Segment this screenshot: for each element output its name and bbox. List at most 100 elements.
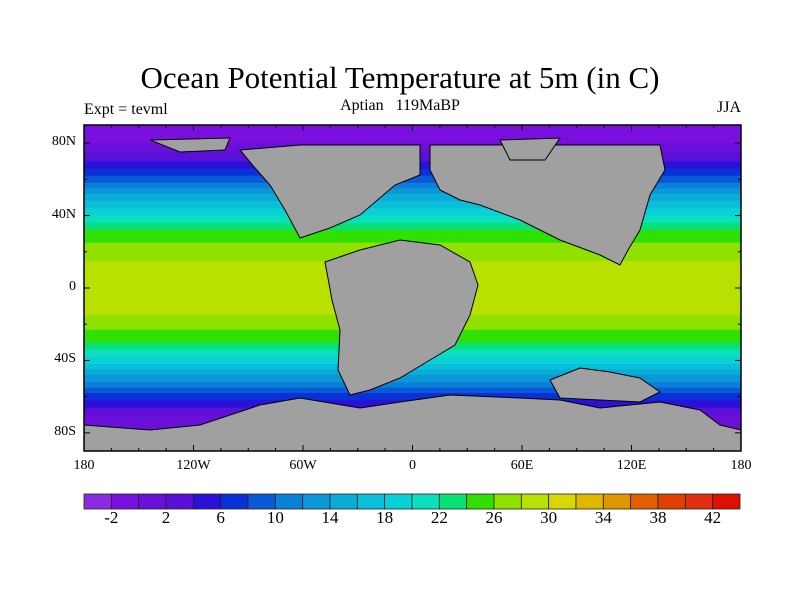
y-tick-label: 0 bbox=[69, 279, 76, 294]
temperature-band bbox=[84, 197, 741, 200]
land-arctic-island bbox=[499, 137, 561, 161]
season-label: JJA bbox=[716, 99, 741, 116]
colorbar-label: 30 bbox=[540, 508, 558, 527]
temperature-band bbox=[84, 376, 741, 380]
colorbar-box bbox=[438, 493, 468, 510]
colorbar-box bbox=[575, 493, 604, 510]
colorbar-label: 42 bbox=[704, 508, 722, 527]
colorbar-label: 2 bbox=[161, 508, 171, 527]
land-india-australia bbox=[549, 367, 661, 403]
temperature-band bbox=[84, 380, 741, 383]
land-antarctica bbox=[84, 394, 741, 451]
colorbar-box bbox=[520, 493, 550, 510]
colorbar-box bbox=[411, 493, 440, 510]
temperature-band bbox=[84, 132, 741, 135]
y-tick-label: 80N bbox=[51, 134, 76, 150]
chart-subtitle: Aptian 119MaBP bbox=[340, 97, 460, 114]
colorbar-box bbox=[220, 493, 249, 510]
temperature-band bbox=[84, 186, 741, 189]
temperature-band bbox=[84, 199, 741, 202]
colorbar-box bbox=[466, 493, 495, 510]
temperature-band bbox=[84, 385, 741, 389]
colorbar-box bbox=[493, 493, 522, 510]
temperature-band bbox=[84, 237, 741, 240]
land-eurasia bbox=[429, 144, 666, 266]
temperature-band bbox=[84, 134, 741, 137]
colorbar-box bbox=[274, 493, 304, 510]
temperature-band bbox=[84, 188, 741, 191]
colorbar-box bbox=[384, 493, 413, 510]
temperature-band bbox=[84, 391, 741, 394]
temperature-band bbox=[84, 143, 741, 146]
temperature-band bbox=[84, 226, 741, 229]
temperature-band bbox=[84, 219, 741, 222]
colorbar-label: 34 bbox=[594, 508, 612, 527]
y-tick-label: 80S bbox=[54, 423, 76, 439]
x-tick-label: 120W bbox=[176, 458, 211, 473]
temperature-band bbox=[84, 215, 741, 218]
x-tick-label: 180 bbox=[730, 458, 752, 473]
temperature-band bbox=[84, 387, 741, 391]
temperature-band bbox=[84, 201, 741, 204]
temperature-band bbox=[84, 383, 741, 387]
colorbar-box bbox=[657, 493, 686, 510]
colorbar-box bbox=[110, 493, 140, 510]
temperature-band bbox=[84, 182, 741, 186]
temperature-band bbox=[84, 195, 741, 199]
y-tick-label: 40S bbox=[54, 351, 76, 367]
temperature-band bbox=[84, 179, 741, 182]
colorbar-label: 14 bbox=[321, 508, 339, 527]
x-tick-label: 0 bbox=[409, 458, 416, 473]
colorbar-label: 10 bbox=[266, 508, 284, 527]
colorbar-label: 18 bbox=[376, 508, 394, 527]
x-tick-label: 120E bbox=[616, 458, 647, 473]
land-greenland bbox=[149, 137, 231, 153]
temperature-band bbox=[84, 141, 741, 144]
temperature-band bbox=[84, 230, 741, 233]
land-south-america-africa bbox=[324, 239, 479, 396]
temperature-band bbox=[84, 181, 741, 184]
temperature-band bbox=[84, 394, 741, 398]
colorbar-label: 6 bbox=[216, 508, 225, 527]
temperature-band bbox=[84, 202, 741, 206]
colorbar-box bbox=[83, 493, 112, 510]
temperature-band bbox=[84, 371, 741, 374]
colorbar-box bbox=[356, 493, 386, 510]
temperature-band bbox=[84, 235, 741, 238]
temperature-band bbox=[84, 231, 741, 235]
temperature-band bbox=[84, 208, 741, 211]
temperature-band bbox=[84, 398, 741, 401]
temperature-band bbox=[84, 239, 741, 242]
colorbar-box bbox=[602, 493, 632, 510]
colorbar-box bbox=[247, 493, 276, 510]
axis-ticks bbox=[83, 125, 742, 451]
colorbar-box bbox=[302, 493, 331, 510]
temperature-band bbox=[84, 184, 741, 188]
temperature-band bbox=[84, 139, 741, 142]
temperature-band bbox=[84, 374, 741, 378]
temperature-band bbox=[84, 373, 741, 376]
temperature-band bbox=[84, 130, 741, 133]
colorbar-box bbox=[684, 493, 714, 510]
colorbar-box bbox=[138, 493, 167, 510]
temperature-band bbox=[84, 137, 741, 141]
colorbar-label: 26 bbox=[485, 508, 503, 527]
temperature-band bbox=[84, 382, 741, 385]
temperature-band bbox=[84, 206, 741, 209]
temperature-band bbox=[84, 217, 741, 220]
temperature-band bbox=[84, 204, 741, 208]
colorbar-box bbox=[329, 493, 358, 510]
temperature-band bbox=[84, 210, 741, 213]
temperature-band bbox=[84, 224, 741, 228]
temperature-band bbox=[84, 396, 741, 400]
colorbar-box bbox=[712, 493, 741, 510]
colorbar-box bbox=[165, 493, 194, 510]
land-north-america bbox=[239, 144, 421, 239]
temperature-band bbox=[84, 193, 741, 197]
colorbar bbox=[83, 493, 741, 510]
x-tick-label: 180 bbox=[73, 458, 95, 473]
colorbar-label: 38 bbox=[649, 508, 667, 527]
colorbar-box bbox=[192, 493, 222, 510]
colorbar-label: 22 bbox=[430, 508, 448, 527]
